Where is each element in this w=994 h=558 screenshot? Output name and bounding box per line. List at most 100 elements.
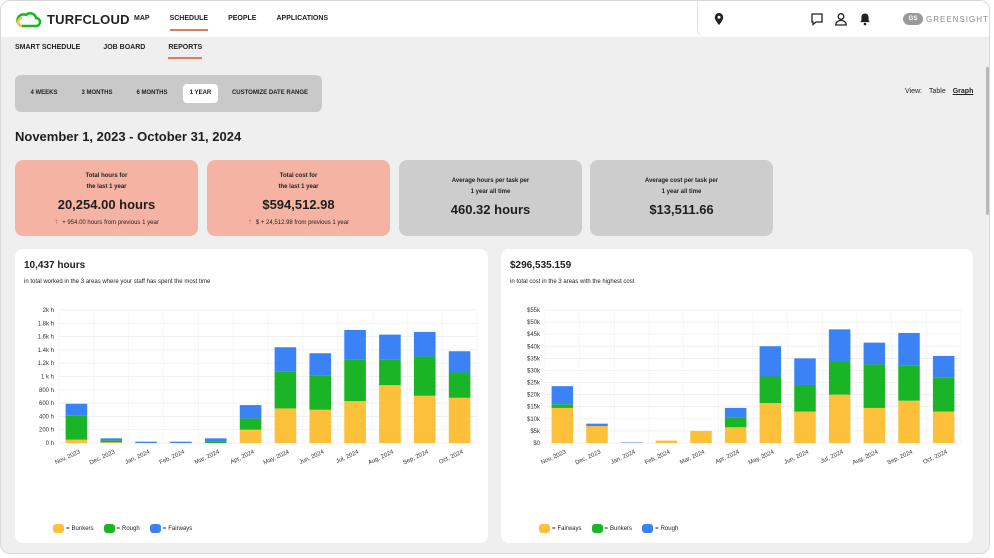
bar-segment-rough[interactable]	[586, 423, 608, 427]
bar-segment-fairways[interactable]	[379, 334, 401, 360]
bar-segment-fairways[interactable]	[309, 353, 332, 376]
bar-segment-bunkers[interactable]	[828, 361, 851, 395]
bar-segment-fairways[interactable]	[274, 347, 297, 372]
logo[interactable]: TURFCLOUD	[13, 9, 130, 29]
bar-segment-fairways[interactable]	[898, 400, 920, 443]
bar-segment-rough[interactable]	[309, 375, 332, 410]
view-table-link[interactable]: Table	[929, 88, 946, 95]
bar-segment-rough[interactable]	[448, 372, 471, 398]
chat-icon[interactable]	[810, 12, 824, 26]
y-tick-label: $10k	[527, 417, 541, 423]
bar-segment-rough[interactable]	[65, 415, 88, 440]
range-customize[interactable]: CUSTOMIZE DATE RANGE	[231, 90, 309, 96]
nav-map[interactable]: MAP	[134, 15, 150, 22]
bar-segment-fairways[interactable]	[448, 351, 471, 373]
bar-segment-bunkers[interactable]	[448, 397, 471, 443]
bar-segment-rough[interactable]	[379, 359, 401, 386]
subnav-job-board[interactable]: JOB BOARD	[103, 44, 146, 51]
bar-segment-fairways[interactable]	[794, 411, 816, 443]
bar-segment-fairways[interactable]	[586, 426, 608, 443]
bar-segment-fairways[interactable]	[690, 430, 712, 443]
subnav-reports[interactable]: REPORTS	[168, 37, 202, 59]
bar-segment-fairways[interactable]	[759, 403, 782, 443]
nav-applications[interactable]: APPLICATIONS	[276, 15, 329, 22]
bar-segment-fairways[interactable]	[204, 438, 227, 442]
x-tick-label: Apr, 2024	[715, 449, 741, 466]
subnav-smart-schedule[interactable]: SMART SCHEDULE	[15, 44, 81, 51]
greensight-brand[interactable]: GS GREENSIGHT	[903, 13, 989, 25]
bar-segment-bunkers[interactable]	[413, 395, 436, 443]
stat-label: Total cost for	[279, 173, 318, 179]
bar-segment-rough[interactable]	[898, 332, 920, 366]
bar-segment-bunkers[interactable]	[100, 442, 123, 444]
bar-segment-fairways[interactable]	[551, 407, 574, 443]
bar-segment-rough[interactable]	[932, 355, 955, 378]
legend-item-fairways[interactable]: = Fairways	[149, 524, 192, 533]
bar-segment-bunkers[interactable]	[794, 384, 816, 412]
user-icon[interactable]	[834, 12, 848, 26]
x-tick-label: Dec, 2023	[89, 449, 117, 466]
y-tick-label: 1.4k h	[38, 348, 54, 354]
bar-segment-bunkers[interactable]	[309, 409, 332, 443]
bar-segment-rough[interactable]	[344, 359, 366, 402]
legend-item-rough[interactable]: = Rough	[642, 524, 678, 533]
turfcloud-logo-icon	[16, 12, 42, 28]
bar-segment-fairways[interactable]	[65, 403, 88, 416]
bar-segment-bunkers[interactable]	[344, 401, 366, 443]
bar-segment-fairways[interactable]	[655, 440, 678, 443]
bar-segment-fairways[interactable]	[170, 441, 192, 443]
bar-segment-fairways[interactable]	[932, 411, 955, 443]
legend-label: Bunkers	[610, 525, 633, 532]
bar-segment-rough[interactable]	[551, 386, 574, 405]
bar-segment-bunkers[interactable]	[239, 429, 262, 443]
bar-segment-rough[interactable]	[828, 329, 851, 362]
bar-segment-bunkers[interactable]	[724, 417, 747, 428]
bar-segment-fairways[interactable]	[828, 394, 851, 443]
legend-item-rough[interactable]: = Rough	[103, 524, 140, 533]
legend-item-bunkers[interactable]: = Bunkers	[591, 524, 633, 533]
bar-segment-bunkers[interactable]	[863, 364, 886, 408]
bar-segment-rough[interactable]	[794, 358, 816, 385]
bar-segment-bunkers[interactable]	[551, 404, 574, 408]
nav-schedule[interactable]: SCHEDULE	[169, 1, 208, 37]
bar-segment-bunkers[interactable]	[379, 385, 401, 443]
location-pin-icon[interactable]	[712, 12, 726, 26]
x-tick-label: Jan, 2024	[125, 449, 152, 466]
bar-segment-fairways[interactable]	[135, 441, 157, 443]
bar-segment-bunkers[interactable]	[932, 377, 955, 412]
range-6-months[interactable]: 6 MONTHS	[136, 90, 168, 96]
page-scrollbar[interactable]	[986, 67, 989, 215]
bar-segment-bunkers[interactable]	[759, 376, 782, 404]
bar-segment-rough[interactable]	[239, 418, 262, 430]
bar-segment-rough[interactable]	[204, 441, 227, 443]
bar-segment-bunkers[interactable]	[65, 439, 88, 443]
bar-segment-fairways[interactable]	[100, 438, 123, 441]
bell-icon[interactable]	[858, 12, 872, 26]
bar-segment-fairways[interactable]	[724, 427, 747, 443]
view-graph-link[interactable]: Graph	[952, 88, 974, 95]
bar-segment-bunkers[interactable]	[898, 365, 920, 401]
bar-segment-fairways[interactable]	[239, 405, 262, 419]
nav-people[interactable]: PEOPLE	[228, 15, 257, 22]
range-3-months[interactable]: 3 MONTHS	[81, 90, 113, 96]
legend-eq: =	[604, 525, 609, 532]
range-1-year[interactable]: 1 YEAR	[183, 84, 218, 103]
range-4-weeks[interactable]: 4 WEEKS	[30, 90, 58, 96]
y-tick-label: $45k	[527, 332, 541, 338]
bar-segment-rough[interactable]	[274, 371, 297, 409]
bar-segment-rough[interactable]	[759, 346, 782, 377]
bar-segment-rough[interactable]	[863, 342, 886, 365]
legend-item-fairways[interactable]: = Fairways	[539, 524, 582, 533]
bar-segment-fairways[interactable]	[344, 329, 366, 360]
legend-eq: =	[162, 525, 167, 532]
bar-segment-fairways[interactable]	[863, 407, 886, 443]
bar-segment-rough[interactable]	[100, 440, 123, 443]
bar-segment-rough[interactable]	[413, 356, 436, 396]
stat-label: Average cost per task per	[644, 178, 719, 184]
main-nav: MAP SCHEDULE PEOPLE APPLICATIONS	[134, 1, 328, 37]
legend-swatch	[591, 524, 603, 533]
bar-segment-bunkers[interactable]	[274, 408, 297, 443]
legend-item-bunkers[interactable]: = Bunkers	[53, 524, 94, 533]
bar-segment-rough[interactable]	[724, 407, 747, 418]
bar-segment-fairways[interactable]	[413, 331, 436, 357]
